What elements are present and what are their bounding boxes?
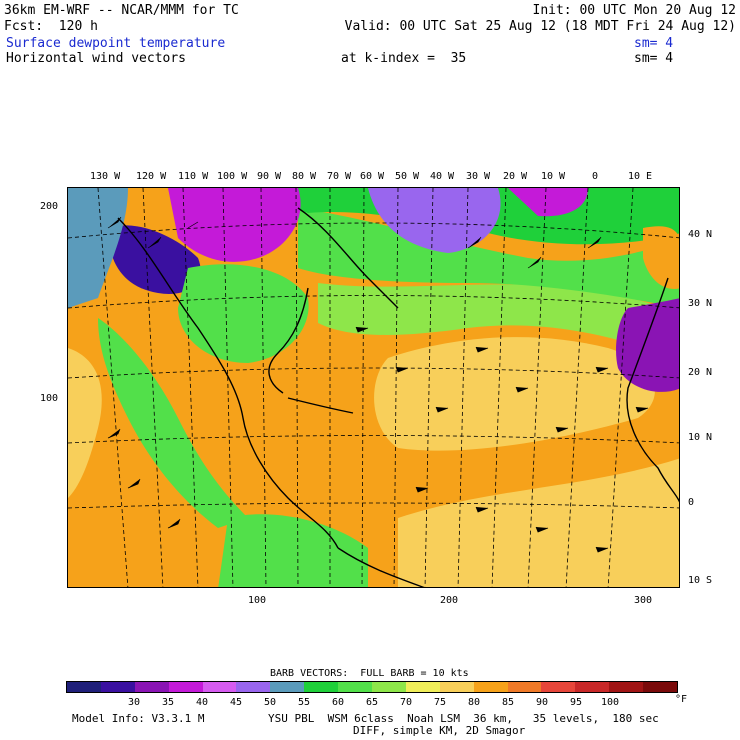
- colorbar-swatch: [643, 682, 678, 692]
- colorbar-tick-label: 30: [127, 697, 141, 708]
- colorbar-unit: °F: [674, 694, 688, 705]
- dewpoint-65-south-america: [218, 514, 368, 587]
- grid-x-label: 100: [248, 595, 267, 606]
- lon-label: 40 W: [430, 171, 455, 182]
- colorbar-swatch: [270, 682, 305, 692]
- grid-y-label: 200: [40, 201, 59, 212]
- colorbar-swatch: [609, 682, 644, 692]
- colorbar-swatch: [507, 682, 542, 692]
- colorbar-tick-label: 95: [569, 697, 583, 708]
- field2-kindex: at k-index = 35: [341, 51, 467, 66]
- lon-label: 10 W: [541, 171, 566, 182]
- valid-time: Valid: 00 UTC Sat 25 Aug 12 (18 MDT Fri …: [344, 19, 736, 34]
- colorbar-swatch: [168, 682, 203, 692]
- colorbar-tick-label: 60: [331, 697, 345, 708]
- init-time: Init: 00 UTC Mon 20 Aug 12: [532, 3, 737, 18]
- colorbar-tick-label: 70: [399, 697, 413, 708]
- field1-smoothing: sm= 4: [634, 36, 674, 51]
- lat-label: 40 N: [688, 229, 713, 240]
- colorbar-tick-label: 75: [433, 697, 447, 708]
- lon-label: 60 W: [360, 171, 385, 182]
- dewpoint-map: [67, 187, 680, 588]
- colorbar-swatch: [304, 682, 339, 692]
- colorbar-swatch: [236, 682, 271, 692]
- model-info: Model Info: V3.3.1 M: [72, 712, 205, 725]
- lat-label: 10 S: [688, 575, 713, 586]
- lon-label: 30 W: [466, 171, 491, 182]
- dewpoint-45-canada: [168, 188, 301, 262]
- lon-label: 80 W: [292, 171, 317, 182]
- graticule: [68, 188, 679, 587]
- field1-label: Surface dewpoint temperature: [6, 36, 226, 51]
- colorbar-swatch: [134, 682, 169, 692]
- grid-y-label: 100: [40, 393, 59, 404]
- lat-label: 10 N: [688, 432, 713, 443]
- dewpoint-75-band-central: [374, 337, 655, 451]
- colorbar-swatch: [439, 682, 474, 692]
- colorbar-tick-label: 40: [195, 697, 209, 708]
- dewpoint-75-band-south: [398, 458, 679, 587]
- map-canvas: [68, 188, 679, 587]
- physics-info: YSU PBL WSM 6class Noah LSM 36 km, 35 le…: [268, 712, 659, 725]
- lon-label: 100 W: [217, 171, 248, 182]
- colorbar-tick-label: 100: [600, 697, 620, 708]
- colorbar-tick-label: 65: [365, 697, 379, 708]
- lon-label: 130 W: [90, 171, 121, 182]
- colorbar-tick-label: 90: [535, 697, 549, 708]
- lat-label: 0: [688, 497, 695, 508]
- colorbar-tick-label: 45: [229, 697, 243, 708]
- model-title: 36km EM-WRF -- NCAR/MMM for TC: [4, 3, 239, 18]
- lat-label: 30 N: [688, 298, 713, 309]
- grid-x-label: 200: [440, 595, 459, 606]
- colorbar-tick-label: 85: [501, 697, 515, 708]
- field2-label: Horizontal wind vectors: [6, 51, 187, 66]
- colorbar-tick-label: 80: [467, 697, 481, 708]
- dewpoint-65-north: [298, 208, 679, 308]
- colorbar-swatch: [100, 682, 135, 692]
- forecast-hour: Fcst: 120 h: [4, 19, 98, 34]
- colorbar: [66, 681, 678, 693]
- dewpoint-40-sahara: [616, 298, 679, 392]
- lat-label: 20 N: [688, 367, 713, 378]
- dewpoint-70-north-atlantic: [318, 283, 679, 363]
- diff-info: DIFF, simple KM, 2D Smagor: [353, 724, 526, 737]
- colorbar-swatch: [338, 682, 373, 692]
- colorbar-swatch: [67, 682, 101, 692]
- dewpoint-45-north-patch: [508, 188, 588, 217]
- dewpoint-65-eastern-us: [178, 264, 309, 363]
- lon-label: 10 E: [628, 171, 653, 182]
- grid-x-label: 300: [634, 595, 653, 606]
- lon-label: 20 W: [503, 171, 528, 182]
- dewpoint-70-africa-coast: [643, 226, 679, 289]
- colorbar-swatch: [405, 682, 440, 692]
- lon-label: 50 W: [395, 171, 420, 182]
- colorbar-swatch: [372, 682, 406, 692]
- wind-barbs: [107, 216, 649, 553]
- dewpoint-30-west-us: [108, 225, 201, 294]
- colorbar-swatch: [575, 682, 610, 692]
- field2-smoothing: sm= 4: [634, 51, 674, 66]
- colorbar-swatch: [541, 682, 576, 692]
- colorbar-swatch: [473, 682, 508, 692]
- lon-label: 0: [592, 171, 599, 182]
- barb-legend-title: BARB VECTORS: FULL BARB = 10 kts: [270, 668, 469, 679]
- lon-label: 70 W: [327, 171, 352, 182]
- dewpoint-55-west: [68, 188, 128, 308]
- lon-label: 90 W: [257, 171, 282, 182]
- colorbar-tick-label: 50: [263, 697, 277, 708]
- colorbar-tick-label: 35: [161, 697, 175, 708]
- dewpoint-75-pacific: [68, 348, 102, 498]
- dewpoint-65-mexico: [98, 318, 248, 528]
- colorbar-swatch: [202, 682, 237, 692]
- lon-label: 120 W: [136, 171, 167, 182]
- colorbar-tick-label: 55: [297, 697, 311, 708]
- lon-label: 110 W: [178, 171, 209, 182]
- coastlines: [117, 207, 679, 587]
